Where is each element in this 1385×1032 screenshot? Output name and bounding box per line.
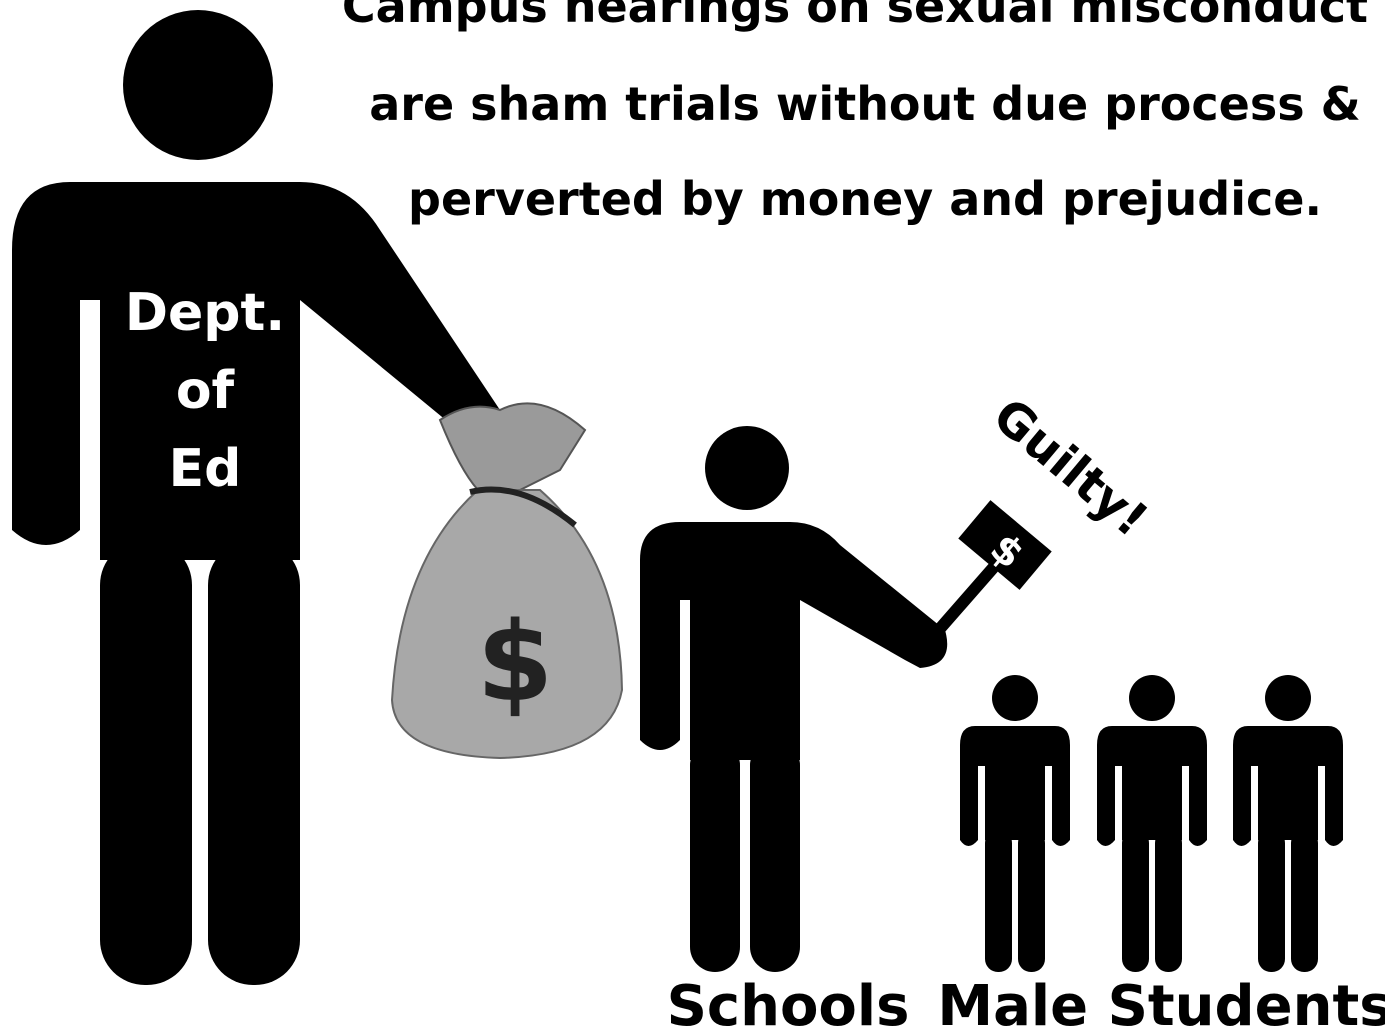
page: Campus hearings on sexual misconduct are… (0, 0, 1385, 1032)
student (1097, 675, 1207, 972)
students-figures (960, 675, 1343, 972)
student (1233, 675, 1343, 972)
department-figure (12, 10, 500, 985)
students-label: Male Students (937, 974, 1385, 1032)
student (960, 675, 1070, 972)
schools-label: Schools (667, 974, 910, 1032)
illustration: Campus hearings on sexual misconduct are… (0, 0, 1385, 1032)
title-line: perverted by money and prejudice. (408, 172, 1322, 226)
department-label: of (176, 361, 236, 421)
department-label: Dept. (125, 283, 285, 343)
department-label: Ed (169, 439, 242, 499)
title-line: are sham trials without due process & (369, 77, 1361, 131)
title-line: Campus hearings on sexual misconduct (342, 0, 1368, 33)
money-bag-symbol: $ (477, 598, 554, 726)
